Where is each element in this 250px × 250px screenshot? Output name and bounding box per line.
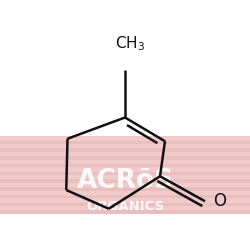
Bar bbox=[0, 202, 250, 206]
Bar bbox=[0, 187, 250, 190]
Bar bbox=[0, 148, 250, 152]
Bar bbox=[0, 156, 250, 160]
Bar bbox=[0, 210, 250, 214]
Bar bbox=[0, 136, 250, 214]
Text: ACRōS: ACRōS bbox=[76, 168, 174, 194]
Text: CH$_3$: CH$_3$ bbox=[115, 34, 145, 52]
Text: ORGANICS: ORGANICS bbox=[86, 200, 164, 213]
Bar bbox=[0, 179, 250, 183]
Bar bbox=[0, 140, 250, 144]
Text: O: O bbox=[213, 192, 226, 210]
Bar bbox=[0, 172, 250, 175]
Bar bbox=[0, 195, 250, 198]
Bar bbox=[0, 164, 250, 167]
